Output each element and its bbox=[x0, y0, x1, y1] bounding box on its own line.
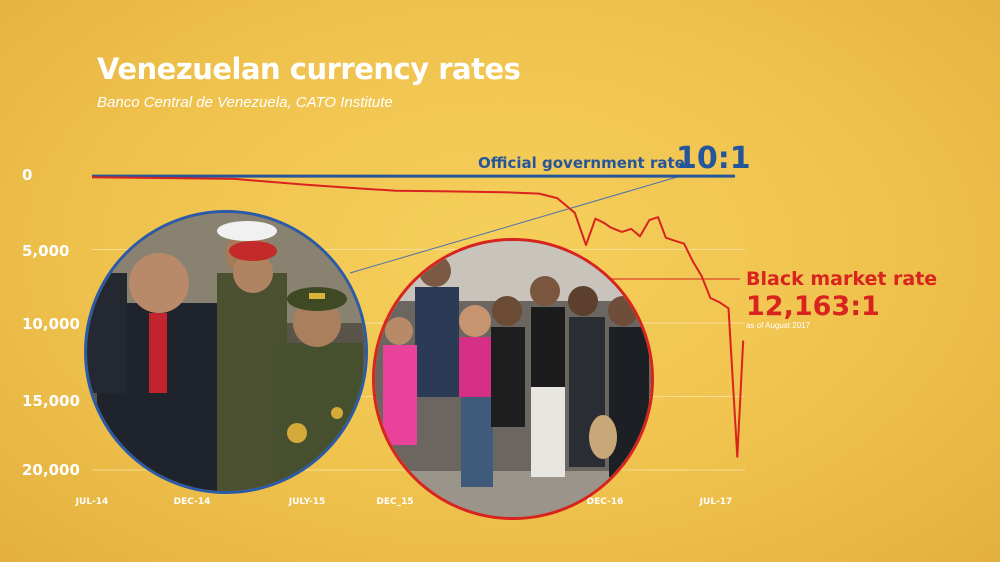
black-market-value: 12,163:1 bbox=[746, 291, 880, 322]
official-rate-connector-line bbox=[349, 175, 681, 274]
chart-title: Venezuelan currency rates bbox=[97, 52, 521, 86]
black-market-rate-line bbox=[91, 176, 745, 458]
series-lines bbox=[91, 174, 745, 458]
y-tick-label-20000: 20,000 bbox=[22, 461, 80, 479]
black-market-note: as of August 2017 bbox=[746, 321, 811, 330]
y-tick-label-10000: 10,000 bbox=[22, 315, 80, 333]
x-tick-label-jul-17: JUL-17 bbox=[699, 497, 733, 507]
x-tick-label-july-15: JULY-15 bbox=[288, 497, 326, 507]
y-tick-label-0: 0 bbox=[22, 166, 33, 184]
officials-photo bbox=[84, 210, 368, 494]
official-rate-label: Official government rate bbox=[478, 154, 685, 172]
official-rate-value: 10:1 bbox=[676, 141, 751, 176]
crowd-queue-photo bbox=[372, 238, 654, 520]
x-tick-label-jul-14: JUL-14 bbox=[75, 497, 109, 507]
chart-subtitle: Banco Central de Venezuela, CATO Institu… bbox=[97, 94, 393, 111]
x-tick-label-dec-15: DEC_15 bbox=[376, 497, 414, 507]
y-tick-label-15000: 15,000 bbox=[22, 392, 80, 410]
x-tick-label-dec-16: DEC-16 bbox=[586, 497, 624, 507]
x-tick-label-dec-14: DEC-14 bbox=[173, 497, 211, 507]
black-market-label: Black market rate bbox=[746, 268, 938, 290]
y-tick-label-5000: 5,000 bbox=[22, 242, 70, 260]
